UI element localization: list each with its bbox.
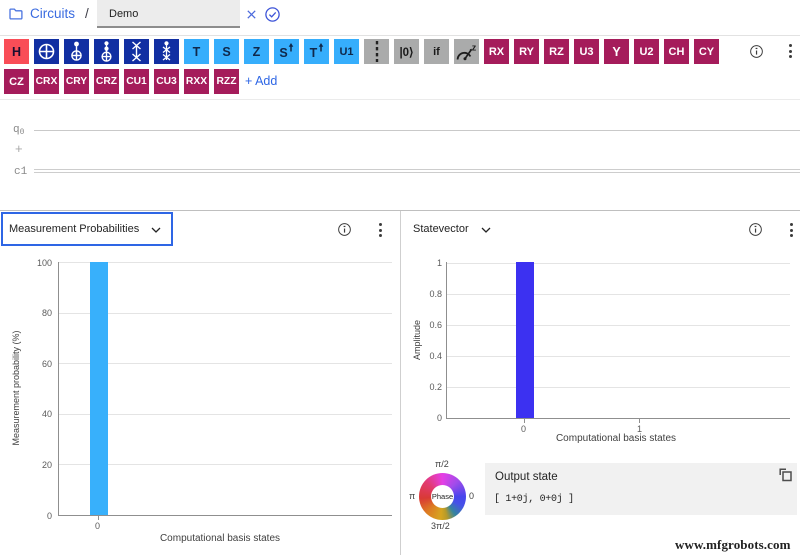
svg-text:z: z bbox=[471, 43, 476, 53]
